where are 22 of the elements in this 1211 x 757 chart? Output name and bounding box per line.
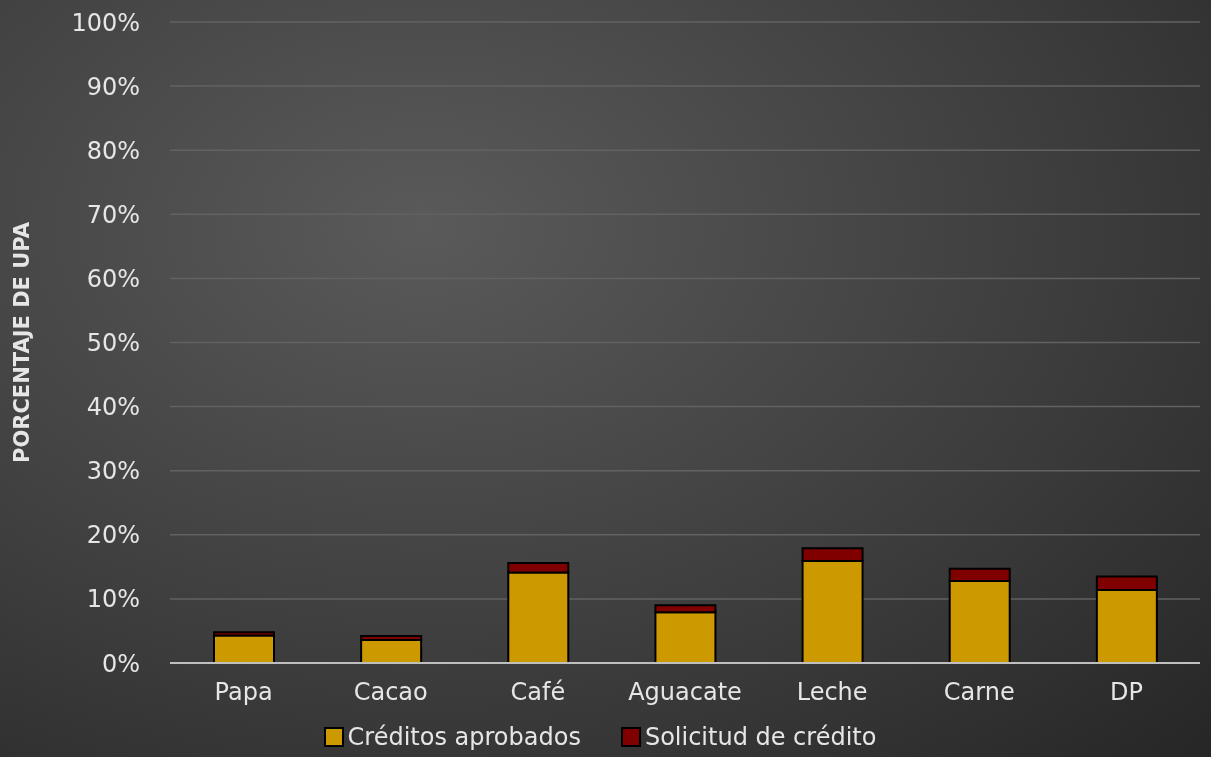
- x-tick-label: Café: [510, 678, 566, 707]
- y-axis-title: PORCENTAJE DE UPA: [10, 221, 35, 464]
- legend-label: Créditos aprobados: [347, 723, 581, 751]
- x-tick-label: Carne: [943, 678, 1015, 707]
- y-tick-label: 60%: [86, 264, 140, 293]
- y-tick-label: 10%: [86, 585, 140, 614]
- x-tick-label: Aguacate: [628, 678, 742, 707]
- y-tick-label: 30%: [86, 457, 140, 486]
- y-tick-label: 70%: [86, 200, 140, 229]
- y-tick-label: 40%: [86, 393, 140, 422]
- y-tick-label: 100%: [71, 8, 140, 37]
- x-tick-label: Cacao: [353, 678, 428, 707]
- legend-label: Solicitud de crédito: [644, 723, 877, 751]
- y-tick-label: 0%: [101, 649, 140, 678]
- bar: [213, 634, 275, 663]
- y-tick-label: 80%: [86, 136, 140, 165]
- y-tick-label: 50%: [86, 329, 140, 358]
- x-tick-label: Papa: [214, 678, 273, 707]
- y-tick-label: 90%: [86, 72, 140, 101]
- x-tick-label: DP: [1109, 678, 1143, 707]
- x-tick-label: Leche: [796, 678, 868, 707]
- y-tick-label: 20%: [86, 521, 140, 550]
